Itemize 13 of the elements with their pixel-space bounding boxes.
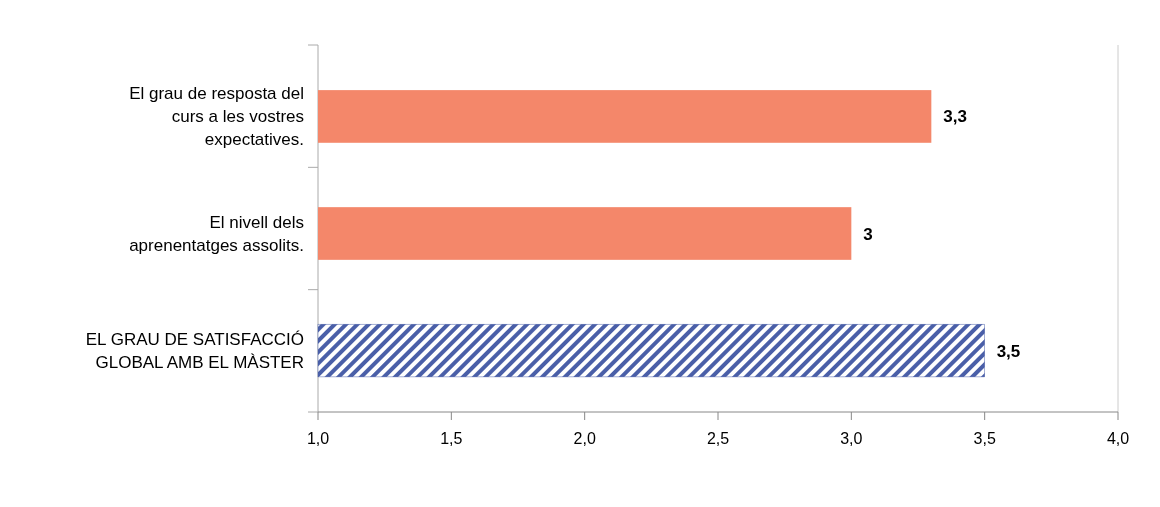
x-tick-label: 2,0 xyxy=(573,430,596,447)
data-label: 3,5 xyxy=(996,341,1021,361)
y-tick-label: EL GRAU DE SATISFACCIÓ GLOBAL AMB EL MÀSTER xyxy=(85,330,304,373)
data-label: 3 xyxy=(863,224,873,244)
x-tick-label: 4,0 xyxy=(1106,430,1130,447)
x-tick-label: 1,5 xyxy=(440,430,463,447)
x-tick-label: 1,0 xyxy=(306,430,330,447)
x-tick-label: 2,5 xyxy=(706,430,730,447)
y-tick-label: El nivell dels aprenentatges assolits. xyxy=(129,213,304,255)
data-label: 3,3 xyxy=(943,107,967,127)
x-tick-label: 3,5 xyxy=(973,430,996,447)
y-tick-label: El grau de resposta del curs a les vostres expectatives. xyxy=(129,84,304,150)
x-tick-label: 3,0 xyxy=(840,430,863,447)
